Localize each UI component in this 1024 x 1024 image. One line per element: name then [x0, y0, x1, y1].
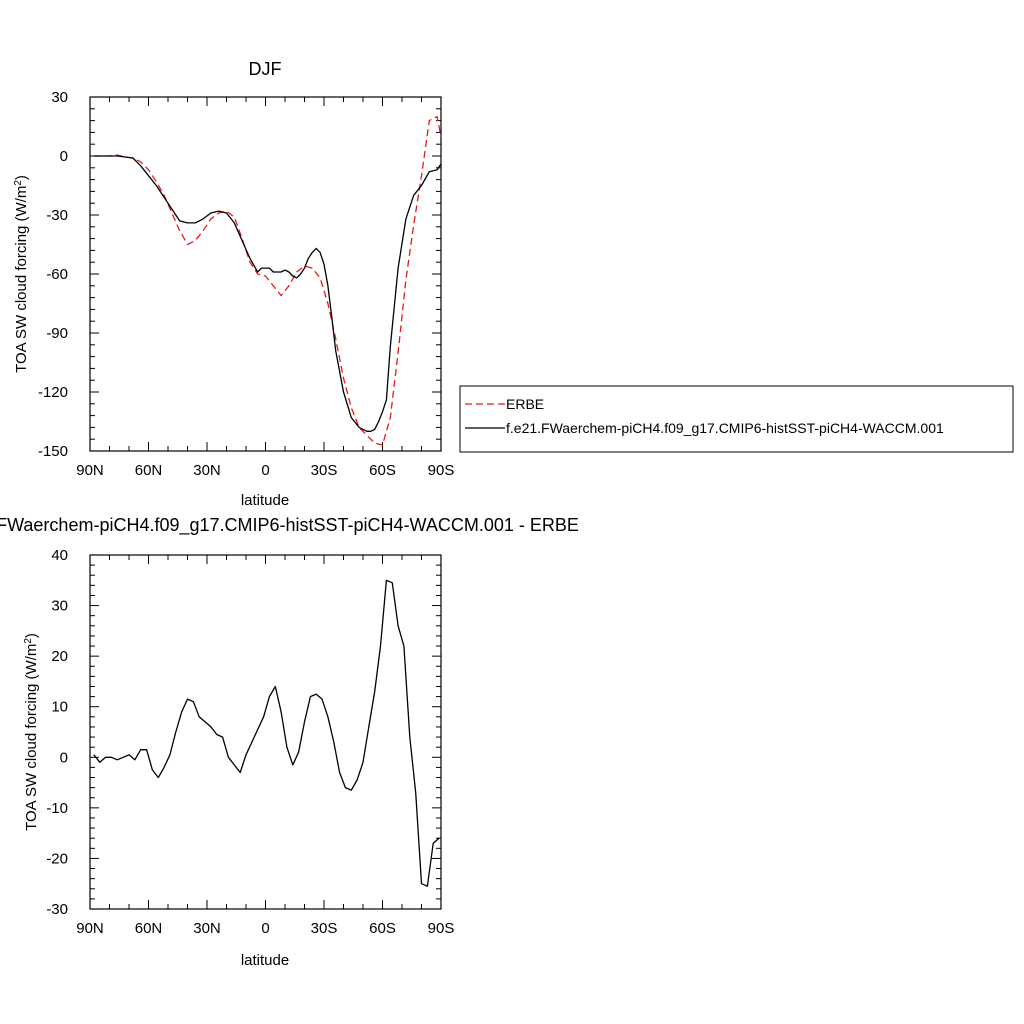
top-x-tick-label: 90N [76, 462, 104, 479]
top-x-tick-label: 60N [135, 462, 163, 479]
bottom-y-tick-label: 10 [51, 699, 68, 716]
top-panel: DJF TOA SW cloud forcing (W/m2) latitude… [13, 59, 455, 509]
bottom-x-tick-label: 0 [261, 920, 269, 937]
legend-entry-model: f.e21.FWaerchem-piCH4.f09_g17.CMIP6-hist… [506, 420, 944, 436]
top-x-axis-label: latitude [241, 492, 289, 509]
top-x-tick-label: 30N [193, 462, 221, 479]
bottom-panel: f.e21.FWaerchem-piCH4.f09_g17.CMIP6-hist… [0, 515, 579, 969]
top-x-tick-label: 60S [369, 462, 396, 479]
bottom-x-tick-label: 30N [193, 920, 221, 937]
top-x-tick-label: 90S [428, 462, 455, 479]
top-series-line-0 [93, 116, 442, 446]
top-legend: ERBE f.e21.FWaerchem-piCH4.f09_g17.CMIP6… [459, 385, 1014, 453]
bottom-y-tick-label: 40 [51, 547, 68, 564]
top-plot-frame [89, 96, 442, 452]
bottom-x-tick-label: 90N [76, 920, 104, 937]
top-y-tick-label: 30 [51, 89, 68, 106]
bottom-plot-frame [89, 554, 442, 910]
top-x-tick-label: 30S [311, 462, 338, 479]
bottom-x-tick-label: 90S [428, 920, 455, 937]
top-y-tick-label: -30 [46, 207, 68, 224]
top-y-tick-label: -60 [46, 266, 68, 283]
bottom-x-tick-label: 60N [135, 920, 163, 937]
top-series-line-1 [93, 155, 442, 432]
top-x-tick-label: 0 [261, 462, 269, 479]
top-y-tick-label: -90 [46, 325, 68, 342]
bottom-x-axis-label: latitude [241, 952, 289, 969]
top-chart-title: DJF [249, 59, 282, 79]
bottom-series-line-0 [93, 579, 440, 887]
bottom-y-tick-label: 30 [51, 598, 68, 615]
bottom-x-tick-label: 30S [311, 920, 338, 937]
bottom-y-tick-label: -10 [46, 800, 68, 817]
bottom-y-tick-label: 0 [60, 749, 68, 766]
top-y-tick-label: -120 [38, 384, 68, 401]
bottom-y-tick-label: 20 [51, 648, 68, 665]
bottom-y-axis-label: TOA SW cloud forcing (W/m2) [23, 633, 41, 831]
top-y-tick-label: 0 [60, 148, 68, 165]
bottom-y-tick-label: -20 [46, 850, 68, 867]
bottom-chart-title: f.e21.FWaerchem-piCH4.f09_g17.CMIP6-hist… [0, 515, 579, 536]
legend-box [459, 385, 1014, 453]
top-y-tick-label: -150 [38, 443, 68, 460]
bottom-x-tick-label: 60S [369, 920, 396, 937]
top-y-axis-label: TOA SW cloud forcing (W/m2) [13, 175, 31, 373]
legend-entry-erbe: ERBE [506, 396, 544, 412]
bottom-y-tick-label: -30 [46, 901, 68, 918]
